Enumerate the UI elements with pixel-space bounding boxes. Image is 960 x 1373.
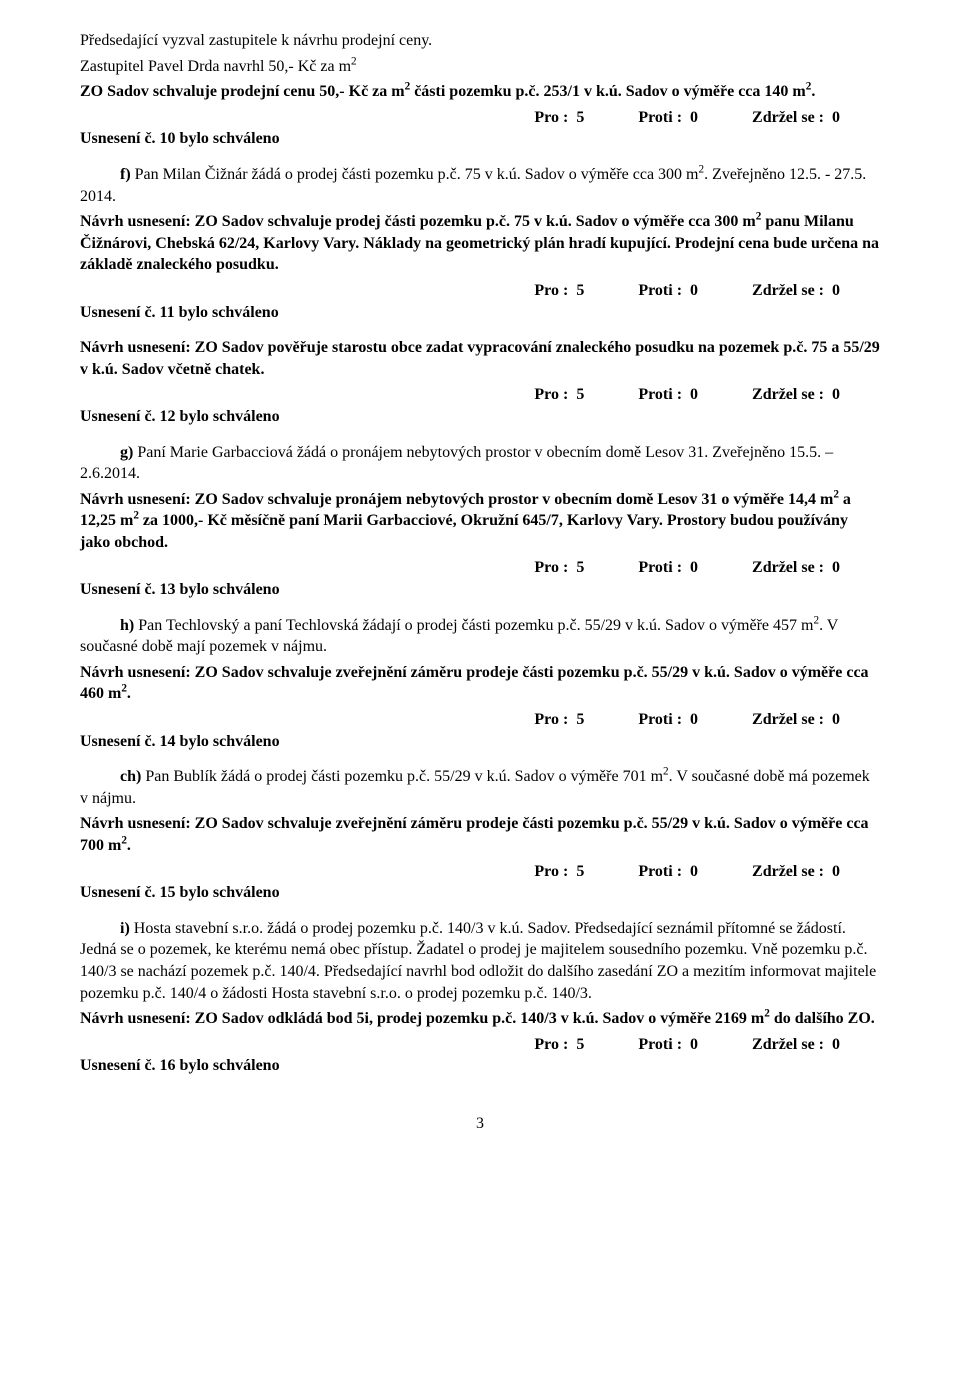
vote-pro: Pro : 5 (534, 1034, 584, 1056)
vote-pro: Pro : 5 (534, 384, 584, 406)
text-line: h) Pan Techlovský a paní Techlovská žáda… (80, 615, 880, 658)
vote-zdrzel: Zdržel se : 0 (752, 280, 840, 302)
section-11: f) Pan Milan Čižnár žádá o prodej části … (80, 164, 880, 323)
section-16: i) Hosta stavební s.r.o. žádá o prodej p… (80, 918, 880, 1077)
text-fragment: . (811, 83, 815, 100)
text-line: Zastupitel Pavel Drda navrhl 50,- Kč za … (80, 56, 880, 78)
text-line: f) Pan Milan Čižnár žádá o prodej části … (80, 164, 880, 207)
section-13: g) Paní Marie Garbacciová žádá o pronáje… (80, 442, 880, 601)
vote-result: Pro : 5 Proti : 0 Zdržel se : 0 (80, 1034, 880, 1056)
section-10: Předsedající vyzval zastupitele k návrhu… (80, 30, 880, 150)
text-fragment: Návrh usnesení: ZO Sadov schvaluje proná… (80, 491, 833, 508)
resolution-approved: Usnesení č. 12 bylo schváleno (80, 406, 880, 428)
text-fragment: Hosta stavební s.r.o. žádá o prodej poze… (80, 920, 876, 1002)
vote-zdrzel: Zdržel se : 0 (752, 557, 840, 579)
resolution-text: Návrh usnesení: ZO Sadov pověřuje staros… (80, 337, 880, 380)
vote-zdrzel: Zdržel se : 0 (752, 384, 840, 406)
section-12: Návrh usnesení: ZO Sadov pověřuje staros… (80, 337, 880, 427)
resolution-approved: Usnesení č. 11 bylo schváleno (80, 302, 880, 324)
text-line: i) Hosta stavební s.r.o. žádá o prodej p… (80, 918, 880, 1004)
resolution-text: Návrh usnesení: ZO Sadov schvaluje zveře… (80, 662, 880, 705)
resolution-text: Návrh usnesení: ZO Sadov schvaluje zveře… (80, 813, 880, 856)
resolution-text: ZO Sadov schvaluje prodejní cenu 50,- Kč… (80, 81, 880, 103)
vote-result: Pro : 5 Proti : 0 Zdržel se : 0 (80, 107, 880, 129)
resolution-approved: Usnesení č. 16 bylo schváleno (80, 1055, 880, 1077)
text-fragment: . (127, 837, 131, 854)
item-letter: g) (120, 444, 137, 461)
vote-result: Pro : 5 Proti : 0 Zdržel se : 0 (80, 861, 880, 883)
text-line: Předsedající vyzval zastupitele k návrhu… (80, 30, 880, 52)
resolution-approved: Usnesení č. 15 bylo schváleno (80, 882, 880, 904)
text-fragment: Zastupitel Pavel Drda navrhl 50,- Kč za … (80, 58, 351, 75)
text-fragment: Pan Bublík žádá o prodej části pozemku p… (145, 768, 663, 785)
vote-pro: Pro : 5 (534, 557, 584, 579)
text-fragment: ZO Sadov schvaluje prodejní cenu 50,- Kč… (80, 83, 405, 100)
item-letter: h) (120, 617, 138, 634)
text-fragment: Pan Techlovský a paní Techlovská žádají … (138, 617, 813, 634)
vote-proti: Proti : 0 (638, 557, 698, 579)
vote-pro: Pro : 5 (534, 280, 584, 302)
section-15: ch) Pan Bublík žádá o prodej části pozem… (80, 766, 880, 904)
page-number: 3 (80, 1113, 880, 1135)
vote-result: Pro : 5 Proti : 0 Zdržel se : 0 (80, 557, 880, 579)
vote-zdrzel: Zdržel se : 0 (752, 107, 840, 129)
text-fragment: Pan Milan Čižnár žádá o prodej části poz… (135, 166, 699, 183)
vote-proti: Proti : 0 (638, 861, 698, 883)
resolution-text: Návrh usnesení: ZO Sadov odkládá bod 5i,… (80, 1008, 880, 1030)
vote-zdrzel: Zdržel se : 0 (752, 861, 840, 883)
vote-pro: Pro : 5 (534, 107, 584, 129)
vote-result: Pro : 5 Proti : 0 Zdržel se : 0 (80, 280, 880, 302)
resolution-approved: Usnesení č. 10 bylo schváleno (80, 128, 880, 150)
text-fragment: Návrh usnesení: ZO Sadov odkládá bod 5i,… (80, 1010, 764, 1027)
resolution-text: Návrh usnesení: ZO Sadov schvaluje proná… (80, 489, 880, 554)
text-fragment: Paní Marie Garbacciová žádá o pronájem n… (80, 444, 833, 483)
text-line: g) Paní Marie Garbacciová žádá o pronáje… (80, 442, 880, 485)
vote-result: Pro : 5 Proti : 0 Zdržel se : 0 (80, 384, 880, 406)
text-line: ch) Pan Bublík žádá o prodej části pozem… (80, 766, 880, 809)
text-fragment: části pozemku p.č. 253/1 v k.ú. Sadov o … (410, 83, 806, 100)
resolution-approved: Usnesení č. 14 bylo schváleno (80, 731, 880, 753)
vote-proti: Proti : 0 (638, 1034, 698, 1056)
item-letter: i) (120, 920, 134, 937)
text-fragment: za 1000,- Kč měsíčně paní Marii Garbacci… (80, 512, 848, 551)
vote-proti: Proti : 0 (638, 709, 698, 731)
vote-result: Pro : 5 Proti : 0 Zdržel se : 0 (80, 709, 880, 731)
vote-zdrzel: Zdržel se : 0 (752, 1034, 840, 1056)
superscript: 2 (351, 55, 357, 67)
vote-proti: Proti : 0 (638, 384, 698, 406)
resolution-approved: Usnesení č. 13 bylo schváleno (80, 579, 880, 601)
text-fragment: . (127, 685, 131, 702)
vote-zdrzel: Zdržel se : 0 (752, 709, 840, 731)
resolution-text: Návrh usnesení: ZO Sadov schvaluje prode… (80, 211, 880, 276)
vote-pro: Pro : 5 (534, 709, 584, 731)
item-letter: ch) (120, 768, 145, 785)
vote-proti: Proti : 0 (638, 280, 698, 302)
item-letter: f) (120, 166, 135, 183)
vote-pro: Pro : 5 (534, 861, 584, 883)
text-fragment: Návrh usnesení: ZO Sadov schvaluje zveře… (80, 815, 869, 854)
vote-proti: Proti : 0 (638, 107, 698, 129)
section-14: h) Pan Techlovský a paní Techlovská žáda… (80, 615, 880, 753)
text-fragment: do dalšího ZO. (770, 1010, 875, 1027)
text-fragment: Návrh usnesení: ZO Sadov schvaluje prode… (80, 213, 756, 230)
text-fragment: Návrh usnesení: ZO Sadov schvaluje zveře… (80, 664, 869, 703)
